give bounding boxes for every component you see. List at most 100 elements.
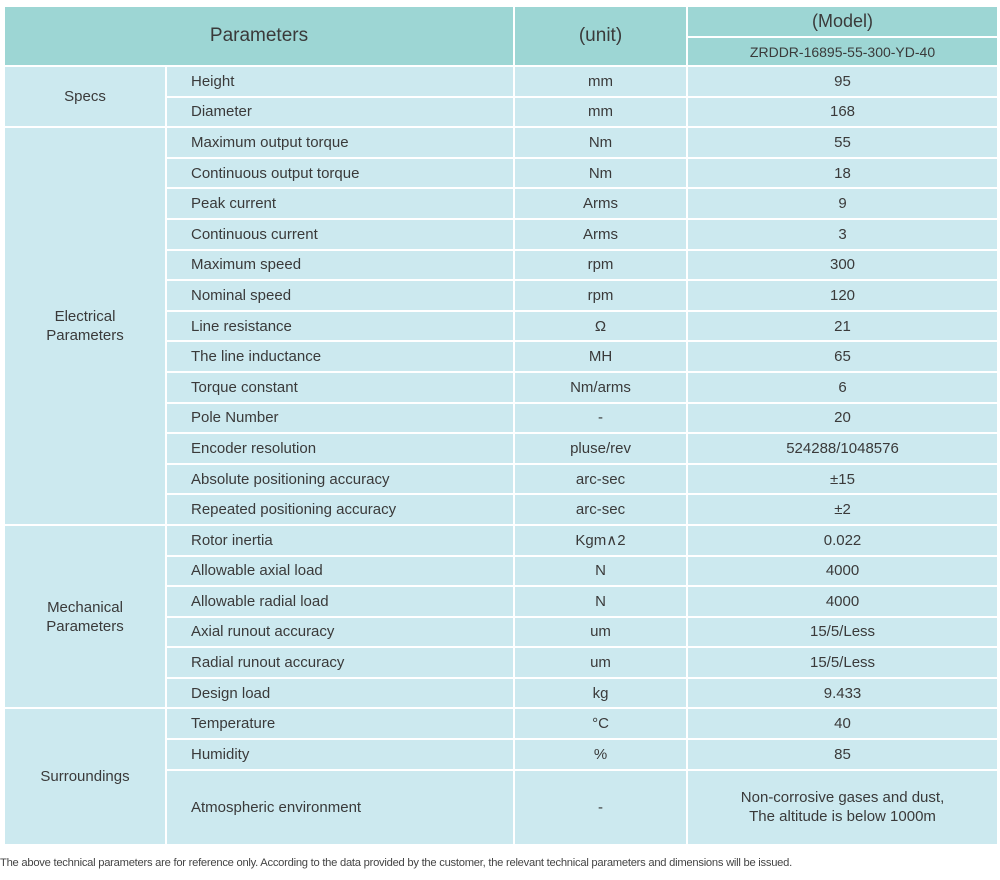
value-cell: 21 xyxy=(686,309,1000,343)
group-cell: Electrical Parameters xyxy=(3,126,167,526)
unit: rpm xyxy=(513,279,689,312)
parameter: Rotor inertia xyxy=(164,523,516,557)
parameter: Atmospheric environment xyxy=(164,768,516,846)
table-row: Peak current Arms 9 xyxy=(4,187,1000,220)
parameter: Repeated positioning accuracy xyxy=(164,493,516,526)
value-cell: 168 xyxy=(686,95,1000,129)
value-cell: 65 xyxy=(686,340,1000,373)
value: 65 xyxy=(834,348,851,366)
value-cell: 3 xyxy=(686,217,1000,251)
value: 9.433 xyxy=(823,684,862,702)
parameter: The line inductance xyxy=(164,340,516,373)
value-cell: 4000 xyxy=(686,585,1000,618)
table-row: Axial runout accuracy um 15/5/Less xyxy=(4,615,1000,649)
unit: arc-sec xyxy=(513,493,689,526)
unit: mm xyxy=(513,95,689,129)
value: 21 xyxy=(834,317,851,335)
unit: Nm xyxy=(513,126,689,159)
value-cell: 40 xyxy=(686,707,1000,741)
table-row: Humidity% 85 xyxy=(4,738,1000,771)
value-cell: 15/5/Less xyxy=(686,646,1000,679)
parameter: Torque constant xyxy=(164,370,516,404)
unit: - xyxy=(513,768,689,846)
value: 40 xyxy=(834,715,851,733)
value: ±15 xyxy=(830,470,855,488)
table-row: Atmospheric environment - Non-corrosive ga… xyxy=(4,768,1000,846)
table-row: Allowable axial load N 4000 xyxy=(4,554,1000,588)
unit: % xyxy=(513,738,689,771)
value-cell: ±15 xyxy=(686,462,1000,496)
value-cell: 9.433 xyxy=(686,676,1000,710)
header-model-label: (Model) xyxy=(686,5,1000,38)
table-row: Torque constant Nm/arms 6 xyxy=(4,370,1000,404)
value: 120 xyxy=(830,286,856,304)
unit: Kgm∧2 xyxy=(513,523,689,557)
group-name: Electrical xyxy=(54,308,116,326)
value: 6 xyxy=(838,378,847,396)
value-cell: 9 xyxy=(686,187,1000,220)
parameter: Radial runout accuracy xyxy=(164,646,516,679)
table-row: Continuous current Arms 3 xyxy=(4,217,1000,251)
value-cell: 6 xyxy=(686,370,1000,404)
value: 3 xyxy=(838,225,847,243)
parameter: Encoder resolution xyxy=(164,432,516,465)
parameter: Diameter xyxy=(164,95,516,129)
value: 85 xyxy=(834,745,851,763)
value-cell: 0.022 xyxy=(686,523,1000,557)
unit: um xyxy=(513,615,689,649)
value: 300 xyxy=(830,256,856,274)
value-cell: 300 xyxy=(686,248,1000,282)
table-row: Maximum speed rpm 300 xyxy=(4,248,1000,282)
parameter: Maximum output torque xyxy=(164,126,516,159)
table-row: Absolute positioning accuracy arc-sec ±15 xyxy=(4,462,1000,496)
parameter: Peak current xyxy=(164,187,516,220)
value-cell: 120 xyxy=(686,279,1000,312)
value-cell: 85 xyxy=(686,738,1000,771)
value-cell: 95 xyxy=(686,65,1000,98)
parameter: Height xyxy=(164,65,516,98)
table-row: Diameter mm 168 xyxy=(4,95,1000,129)
parameter: Temperature xyxy=(164,707,516,741)
table-row: Radial runout accuracy um 15/5/Less xyxy=(4,646,1000,679)
unit: um xyxy=(513,646,689,679)
value-cell: Non-corrosive gases and dust, The altitud… xyxy=(686,768,1000,846)
table-row: Nominal speed rpm 120 xyxy=(4,279,1000,312)
value: 4000 xyxy=(825,562,860,580)
parameter: Maximum speed xyxy=(164,248,516,282)
table-row: Repeated positioning accuracy arc-sec ±2 xyxy=(4,493,1000,526)
header-parameters: Parameters xyxy=(2,5,516,67)
table-row: Design load kg 9.433 xyxy=(4,676,1000,710)
group-name: Mechanical xyxy=(47,598,123,616)
value-cell: 524288/1048576 xyxy=(686,432,1000,465)
parameter: Allowable radial load xyxy=(164,585,516,618)
unit: °C xyxy=(513,707,689,741)
parameter: Continuous output torque xyxy=(164,156,516,190)
value: The altitude is below 1000m xyxy=(749,808,936,826)
unit: N xyxy=(513,585,689,618)
footnote: The above technical parameters are for r… xyxy=(0,857,792,869)
unit: arc-sec xyxy=(513,462,689,496)
parameter: Axial runout accuracy xyxy=(164,615,516,649)
value-cell: 55 xyxy=(686,126,1000,159)
header-unit: (unit) xyxy=(513,5,689,67)
value-cell: 20 xyxy=(686,401,1000,435)
group-name: Parameters xyxy=(46,327,124,345)
value: 168 xyxy=(830,103,856,121)
unit: Arms xyxy=(513,217,689,251)
parameter: Design load xyxy=(164,676,516,710)
table-row: Surroundings Temperature °C 40 xyxy=(3,707,1000,846)
value: 15/5/Less xyxy=(809,654,876,672)
unit: Ω xyxy=(513,309,689,343)
table-row: Encoder resolution pluse/rev 524288/104857… xyxy=(4,432,1000,465)
group-name: Surroundings xyxy=(40,768,130,786)
unit: kg xyxy=(513,676,689,710)
value: 20 xyxy=(834,409,851,427)
value: Non-corrosive gases and dust, xyxy=(740,789,945,807)
group-name: Specs xyxy=(64,88,106,106)
group-cell: Surroundings xyxy=(3,707,167,846)
value-cell: 4000 xyxy=(686,554,1000,588)
table-row: Line resistance Ω 21 xyxy=(4,309,1000,343)
table-body: Specs Height mm 95 Diameter mm 168 Electrical Pa… xyxy=(3,64,1000,846)
unit: pluse/rev xyxy=(513,432,689,465)
group-cell: Mechanical Parameters xyxy=(3,523,167,710)
